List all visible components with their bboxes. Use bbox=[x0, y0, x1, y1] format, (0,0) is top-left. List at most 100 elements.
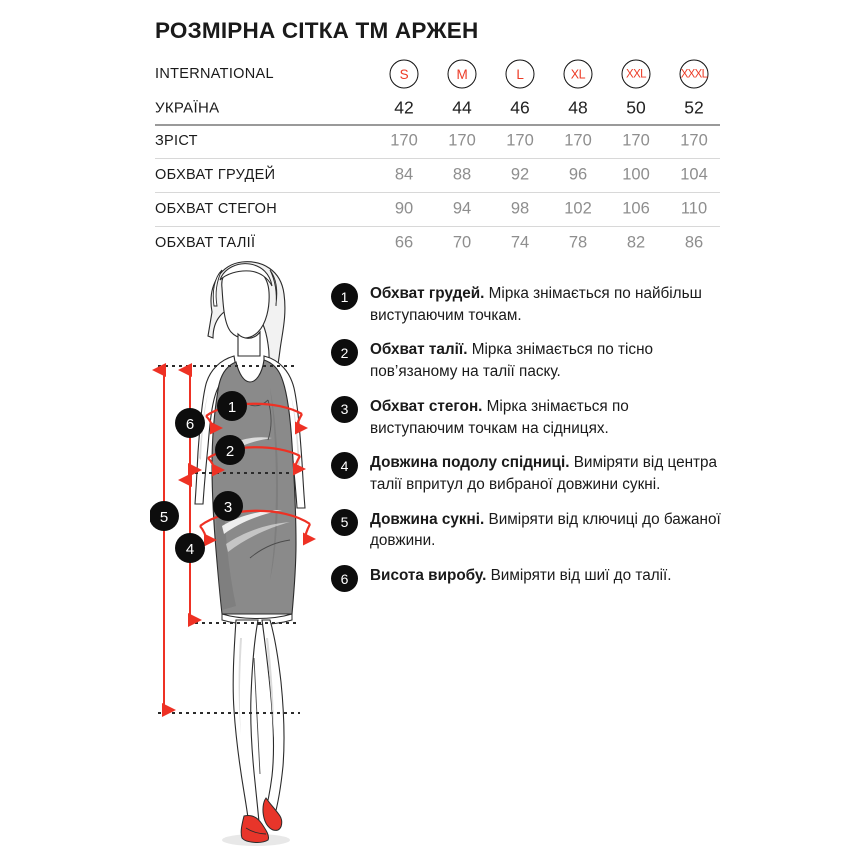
figure-marker-4 bbox=[175, 533, 205, 563]
waist-value-3: 78 bbox=[568, 233, 588, 252]
legend-text-5: Довжина сукні. Виміряти від ключиці до б… bbox=[370, 509, 726, 552]
figure-marker-3-label: 3 bbox=[224, 499, 232, 516]
ua-size-2: 46 bbox=[510, 97, 530, 117]
legend-badge-1-label: 1 bbox=[340, 288, 349, 305]
bust-value-2: 92 bbox=[510, 165, 530, 184]
hips-value-1: 94 bbox=[452, 199, 472, 218]
table-top-rule bbox=[155, 124, 720, 126]
legend-body-4: Виміряти від центра талії впритул до виб… bbox=[370, 454, 718, 494]
legend-text-1: Обхват грудей. Мірка знімається по найбі… bbox=[370, 283, 726, 326]
measurement-legend: 1 Обхват грудей. Мірка знімається по най… bbox=[331, 283, 726, 606]
legend-text-4: Довжина подолу спідниці. Виміряти від це… bbox=[370, 452, 726, 495]
row-divider bbox=[155, 226, 720, 227]
hips-value-4: 106 bbox=[622, 199, 650, 218]
height-value-5: 170 bbox=[680, 131, 708, 150]
measurement-guides bbox=[152, 363, 316, 717]
loop-waist bbox=[207, 446, 301, 459]
waist-value-5: 86 bbox=[684, 233, 704, 252]
size-label-xl: XL bbox=[570, 67, 586, 81]
table-row-height: ЗРІСТ 170 170 170 170 170 170 bbox=[155, 124, 720, 158]
legend-item-6: 6 Висота виробу. Виміряти від шиї до тал… bbox=[331, 565, 726, 593]
legend-text-3: Обхват стегон. Мірка знімається по висту… bbox=[370, 396, 726, 439]
hips-value-5: 110 bbox=[680, 199, 708, 218]
legend-lead-3: Обхват стегон. bbox=[370, 397, 483, 415]
figure-marker-1-label: 1 bbox=[228, 399, 236, 416]
size-circle-xxl: XXL bbox=[621, 59, 651, 89]
hips-value-3: 102 bbox=[564, 199, 592, 218]
ua-size-4: 50 bbox=[626, 97, 646, 117]
legend-badge-4: 4 bbox=[331, 452, 358, 480]
legend-body-3: Мірка знімається по виступаючим точкам н… bbox=[370, 397, 629, 437]
size-circle-s: S bbox=[389, 59, 419, 89]
bust-value-1: 88 bbox=[452, 165, 472, 184]
legend-text-2: Обхват талії. Мірка знімається по тісно … bbox=[370, 339, 726, 382]
legend-lead-6: Висота виробу. bbox=[370, 567, 487, 585]
loop-hips bbox=[199, 509, 311, 527]
legend-badge-2-label: 2 bbox=[340, 344, 349, 361]
figure-marker-6 bbox=[175, 408, 205, 438]
figure-marker-6-label: 6 bbox=[186, 416, 194, 433]
ua-size-1: 44 bbox=[452, 97, 472, 117]
figure-marker-1 bbox=[217, 391, 247, 421]
bust-value-0: 84 bbox=[394, 165, 414, 184]
waist-value-1: 70 bbox=[452, 233, 472, 252]
ua-size-0: 42 bbox=[394, 97, 414, 117]
height-value-1: 170 bbox=[448, 131, 476, 150]
table-row-bust: ОБХВАТ ГРУДЕЙ 84 88 92 96 100 104 bbox=[155, 158, 720, 192]
legend-badge-6-label: 6 bbox=[340, 570, 349, 587]
size-circle-m: M bbox=[447, 59, 477, 89]
figure-marker-4-label: 4 bbox=[186, 541, 194, 558]
figure-marker-3 bbox=[213, 491, 243, 521]
row-divider bbox=[155, 158, 720, 159]
figure-marker-5-label: 5 bbox=[160, 509, 168, 526]
legend-body-1: Мірка знімається по найбільш виступаючим… bbox=[370, 285, 702, 324]
size-label-s: S bbox=[399, 66, 409, 82]
legend-badge-3: 3 bbox=[331, 395, 358, 423]
table-row-hips: ОБХВАТ СТЕГОН 90 94 98 102 106 110 bbox=[155, 192, 720, 226]
legend-badge-5-label: 5 bbox=[340, 514, 349, 531]
size-label-xxxl: XXXL bbox=[680, 68, 708, 80]
page-title: РОЗМІРНА СІТКА ТМ АРЖЕН bbox=[155, 18, 479, 43]
waist-value-2: 74 bbox=[510, 233, 530, 252]
legend-lead-1: Обхват грудей. bbox=[370, 285, 485, 302]
height-value-0: 170 bbox=[390, 131, 418, 150]
bust-value-5: 104 bbox=[680, 165, 708, 184]
waist-value-0: 66 bbox=[394, 233, 414, 252]
size-circle-xl: XL bbox=[563, 59, 593, 89]
bust-value-4: 100 bbox=[622, 165, 650, 184]
legend-body-2: Мірка знімається по тісно пов’язаному на… bbox=[370, 341, 654, 381]
size-circle-l: L bbox=[505, 59, 535, 89]
hips-value-2: 98 bbox=[510, 199, 530, 218]
row-label-international: INTERNATIONAL bbox=[155, 66, 274, 82]
table-row-waist: ОБХВАТ ТАЛІЇ 66 70 74 78 82 86 bbox=[155, 226, 720, 260]
size-label-xxl: XXL bbox=[626, 68, 647, 80]
table-row-international: INTERNATIONAL S M L XL XXL XXXL bbox=[155, 57, 720, 91]
size-label-l: L bbox=[516, 66, 524, 82]
row-label-hips: ОБХВАТ СТЕГОН bbox=[155, 201, 277, 217]
legend-item-4: 4 Довжина подолу спідниці. Виміряти від … bbox=[331, 452, 726, 495]
legend-lead-2: Обхват талії. bbox=[370, 341, 468, 359]
height-value-4: 170 bbox=[622, 131, 650, 150]
waist-value-4: 82 bbox=[626, 233, 646, 252]
row-label-waist: ОБХВАТ ТАЛІЇ bbox=[155, 235, 256, 251]
legend-badge-4-label: 4 bbox=[340, 457, 349, 474]
ua-size-3: 48 bbox=[568, 97, 588, 117]
body-measurement-illustration: 1 2 3 4 5 6 bbox=[150, 258, 350, 850]
figure-markers: 1 2 3 4 5 6 bbox=[150, 391, 247, 563]
row-divider bbox=[155, 192, 720, 193]
figure-marker-2 bbox=[215, 435, 245, 465]
legend-item-5: 5 Довжина сукні. Виміряти від ключиці до… bbox=[331, 508, 726, 552]
legend-body-5: Виміряти від ключиці до бажаної довжини. bbox=[370, 510, 721, 550]
legend-badge-6: 6 bbox=[331, 565, 358, 593]
hips-value-0: 90 bbox=[394, 199, 414, 218]
height-value-2: 170 bbox=[506, 131, 534, 150]
size-label-m: M bbox=[456, 66, 468, 82]
legend-lead-4: Довжина подолу спідниці. bbox=[370, 454, 570, 472]
legend-badge-3-label: 3 bbox=[340, 401, 349, 418]
legend-badge-2: 2 bbox=[331, 339, 358, 367]
row-label-height: ЗРІСТ bbox=[155, 133, 198, 149]
figure-marker-5 bbox=[150, 501, 179, 531]
legend-item-3: 3 Обхват стегон. Мірка знімається по вис… bbox=[331, 395, 726, 439]
legend-item-2: 2 Обхват талії. Мірка знімається по тісн… bbox=[331, 339, 726, 382]
loop-bust bbox=[205, 402, 303, 417]
